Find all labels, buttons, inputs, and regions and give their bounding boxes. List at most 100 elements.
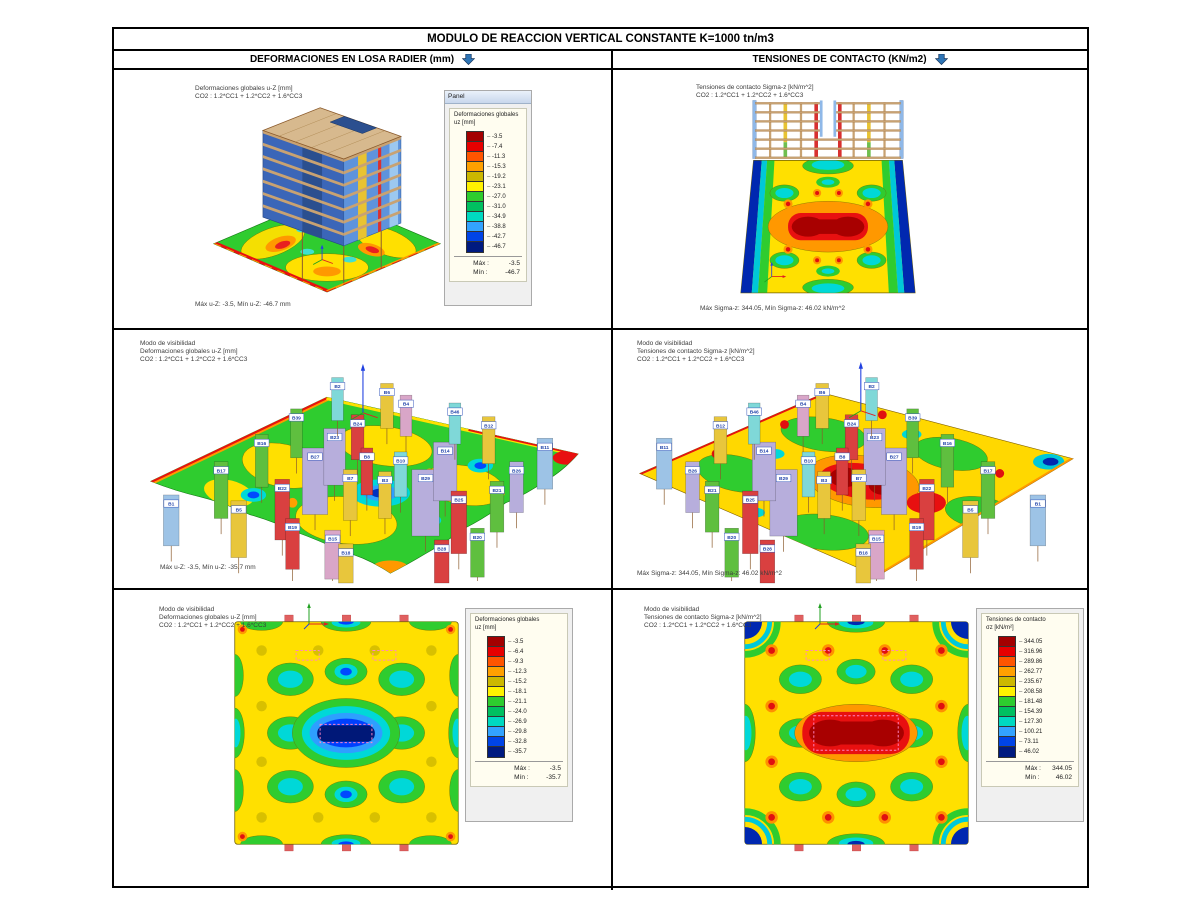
contact-stress-contour	[740, 160, 916, 294]
wall-label-chip	[274, 483, 290, 492]
figure-heading: Modo de visibilidad Tensiones de contact…	[637, 340, 755, 363]
wall-label-chip	[393, 456, 409, 465]
scale-value: 73.11	[1019, 739, 1039, 745]
wall-label: B29	[779, 476, 788, 482]
wall-label: B27	[890, 455, 899, 461]
wall-label: B2	[868, 384, 875, 390]
wall-label-chip	[325, 534, 341, 543]
color-scale-row: -7.4	[466, 140, 522, 153]
wall-label-chip	[756, 446, 772, 455]
row-3d-walls: Modo de visibilidad Deformaciones global…	[114, 330, 1087, 590]
scale-value: -18.1	[508, 689, 527, 695]
column-bumps	[256, 645, 437, 823]
wall-label-chip	[886, 452, 902, 461]
wall-panel	[705, 481, 720, 533]
figure-front-stress: Tensiones de contacto Sigma-z [kN/m^2] C…	[611, 70, 1087, 328]
wall-label-chip	[724, 532, 740, 541]
results-table: MODULO DE REACCION VERTICAL CONSTANTE K=…	[112, 27, 1089, 890]
wall-panel	[863, 428, 886, 486]
wall-panel	[748, 402, 761, 445]
wall-label: B12	[716, 423, 725, 429]
wall-label-chip	[866, 433, 883, 441]
wall-label: B8	[839, 455, 846, 461]
wall-label: B3	[821, 478, 828, 484]
plan-stress-contour	[744, 614, 969, 852]
scale-value: 262.77	[1019, 669, 1042, 675]
wall-panel	[536, 437, 553, 490]
wall-panel	[290, 408, 303, 459]
wall-label-chip	[962, 505, 978, 514]
front-elevation-stress-plot	[740, 98, 916, 294]
legend-titlebar: Panel	[445, 91, 531, 104]
scale-value: -27.0	[487, 194, 506, 200]
wall-panel	[742, 490, 759, 554]
axis-triad-icon	[303, 603, 329, 630]
wall-label: B14	[760, 449, 769, 455]
scale-value: -6.4	[508, 649, 523, 655]
wall-label-chip	[868, 534, 885, 543]
figure-heading: Tensiones de contacto Sigma-z [kN/m^2] C…	[696, 84, 814, 99]
axis-triad-icon	[814, 603, 840, 630]
wall-label-chip	[437, 446, 453, 455]
wall-label-chip	[834, 452, 850, 461]
color-scale-row: 344.05	[998, 635, 1074, 648]
wall-label: B4	[800, 402, 807, 408]
wall-label-chip	[816, 476, 832, 484]
figure-heading: Modo de visibilidad Deformaciones global…	[140, 340, 248, 363]
wall-label: B21	[708, 488, 717, 494]
wall-label: B17	[217, 468, 226, 474]
wall-label: B23	[870, 435, 879, 441]
scale-value: 181.48	[1019, 699, 1042, 705]
wall-label-chip	[447, 407, 463, 416]
header-tensiones: TENSIONES DE CONTACTO (KN/m2)	[611, 51, 1087, 68]
legend-plan-tensiones: Tensiones de contacto σz [kN/m²] 344.053…	[976, 608, 1084, 822]
wall-label-chip	[329, 382, 346, 391]
scale-value: -38.8	[487, 224, 506, 230]
scale-value: -19.2	[487, 174, 506, 180]
column-peaks	[765, 644, 948, 824]
wall-label: B7	[856, 476, 863, 482]
wall-label: B39	[908, 415, 917, 421]
wall-panel	[343, 469, 358, 521]
figure-mode-deform: Modo de visibilidad Deformaciones global…	[114, 330, 611, 588]
wall-label-chip	[537, 442, 553, 451]
wall-panel	[399, 394, 413, 437]
color-scale-row: 46.02	[998, 745, 1074, 758]
scale-value: -42.7	[487, 234, 506, 240]
wall-label-chip	[800, 456, 817, 465]
color-scale-row: 235.67	[998, 675, 1074, 688]
color-scale: -3.5 -7.4 -11.3 -15.3 -19.2 -23.1 -27.0 -31.0 -3…	[466, 130, 522, 253]
scale-value: 316.96	[1019, 649, 1042, 655]
scale-value: 127.30	[1019, 719, 1042, 725]
wall-panel	[163, 494, 180, 547]
surface-deformation-3d-plot: B1 B17 B5 B16 B39 B22 B19 B27 B23 B2 B15 B7 B24 B8 B18…	[149, 363, 579, 584]
axis-triad-icon	[312, 244, 334, 265]
scale-value: -34.9	[487, 214, 506, 220]
wall-label: B10	[396, 458, 405, 464]
wall-label-chip	[508, 466, 525, 475]
wall-label: B6	[384, 390, 391, 396]
wall-label: B24	[353, 421, 362, 427]
scale-value: 100.21	[1019, 729, 1042, 735]
figure-caption: Máx Sigma-z: 344.05, Mín Sigma-z: 46.02 …	[700, 305, 846, 312]
wall-label: B11	[660, 445, 669, 451]
wall-label-chip	[307, 452, 323, 461]
wall-label: B6	[819, 390, 826, 396]
wall-label: B10	[804, 458, 813, 464]
wall-panel	[656, 437, 673, 490]
wall-label-chip	[398, 399, 414, 408]
wall-label-chip	[481, 421, 497, 430]
color-scale: -3.5 -6.4 -9.3 -12.3 -15.2 -18.1 -21.1 -24.0 -26…	[487, 635, 563, 758]
wall-label-chip	[359, 452, 375, 461]
scale-value: 344.05	[1019, 639, 1042, 645]
wall-label: B18	[859, 550, 868, 556]
wall-label: B46	[450, 410, 459, 416]
scale-value: 289.86	[1019, 659, 1042, 665]
row-plan-views: Modo de visibilidad Deformaciones global…	[114, 590, 1087, 890]
down-arrow-icon	[462, 54, 476, 65]
wall-panel	[980, 461, 996, 519]
color-swatch	[466, 240, 484, 253]
wall-label-chip	[712, 421, 729, 430]
wall-panel	[865, 377, 878, 421]
